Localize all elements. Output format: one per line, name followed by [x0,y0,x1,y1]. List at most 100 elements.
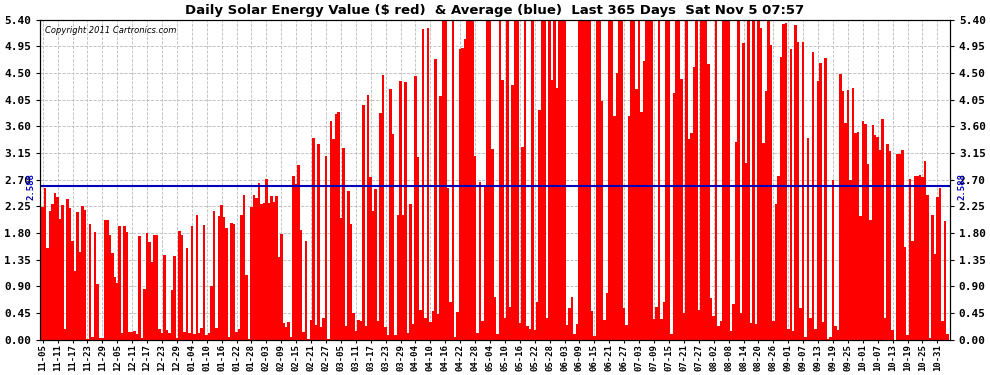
Bar [830,337,832,340]
Bar [63,329,66,340]
Bar [807,138,810,340]
Bar [815,329,817,340]
Bar [633,21,636,340]
Bar [787,329,789,340]
Bar [496,334,499,340]
Bar [302,332,305,340]
Bar [323,318,325,340]
Bar [636,88,638,340]
Bar [544,21,545,340]
Bar [896,154,899,340]
Bar [596,21,598,340]
Bar [859,216,861,340]
Bar [238,329,241,340]
Bar [486,21,489,340]
Bar [213,211,216,340]
Bar [578,21,581,340]
Bar [429,322,432,340]
Bar [851,88,854,340]
Bar [723,21,725,340]
Bar [728,21,730,340]
Bar [919,175,922,340]
Bar [236,332,238,340]
Bar [946,334,948,340]
Bar [377,321,379,340]
Bar [437,314,440,340]
Bar [534,330,536,340]
Bar [837,330,840,340]
Text: 2.588: 2.588 [957,173,966,200]
Bar [364,327,367,340]
Bar [312,138,315,340]
Bar [670,334,672,340]
Bar [747,21,749,340]
Bar [645,21,647,340]
Bar [901,150,904,340]
Bar [700,21,703,340]
Bar [797,42,800,340]
Bar [491,148,494,340]
Bar [690,133,693,340]
Bar [720,321,723,340]
Bar [652,319,655,340]
Bar [929,338,932,340]
Bar [764,91,767,340]
Bar [606,293,608,340]
Bar [479,183,481,340]
Bar [844,123,846,340]
Bar [616,73,618,340]
Bar [641,111,643,340]
Bar [89,224,91,340]
Bar [608,21,611,340]
Bar [272,202,275,340]
Bar [735,142,738,340]
Bar [526,326,529,340]
Bar [121,333,124,340]
Bar [208,333,211,340]
Bar [101,338,104,340]
Bar [201,328,203,340]
Bar [561,21,563,340]
Bar [267,203,270,340]
Bar [623,308,626,340]
Bar [864,124,866,340]
Bar [158,329,160,340]
Bar [718,326,720,340]
Bar [285,327,287,340]
Bar [856,132,859,340]
Bar [939,188,941,340]
Bar [412,324,414,340]
Bar [160,333,163,340]
Bar [277,257,280,340]
Bar [588,21,591,340]
Bar [869,220,871,340]
Bar [545,318,548,340]
Bar [464,39,466,340]
Bar [573,334,576,340]
Bar [805,337,807,340]
Bar [136,334,139,340]
Bar [168,333,170,340]
Bar [129,333,131,340]
Bar [340,218,343,340]
Bar [153,235,155,340]
Bar [124,225,126,340]
Bar [506,21,509,340]
Bar [489,21,491,340]
Bar [280,234,282,340]
Bar [211,286,213,340]
Bar [262,203,265,340]
Bar [874,135,876,340]
Bar [79,252,81,340]
Bar [47,248,49,340]
Bar [571,297,573,340]
Bar [150,262,153,340]
Bar [675,21,678,340]
Bar [854,133,856,340]
Bar [685,21,688,340]
Bar [660,320,662,340]
Bar [427,28,429,340]
Bar [454,337,456,340]
Bar [445,21,446,340]
Bar [99,338,101,340]
